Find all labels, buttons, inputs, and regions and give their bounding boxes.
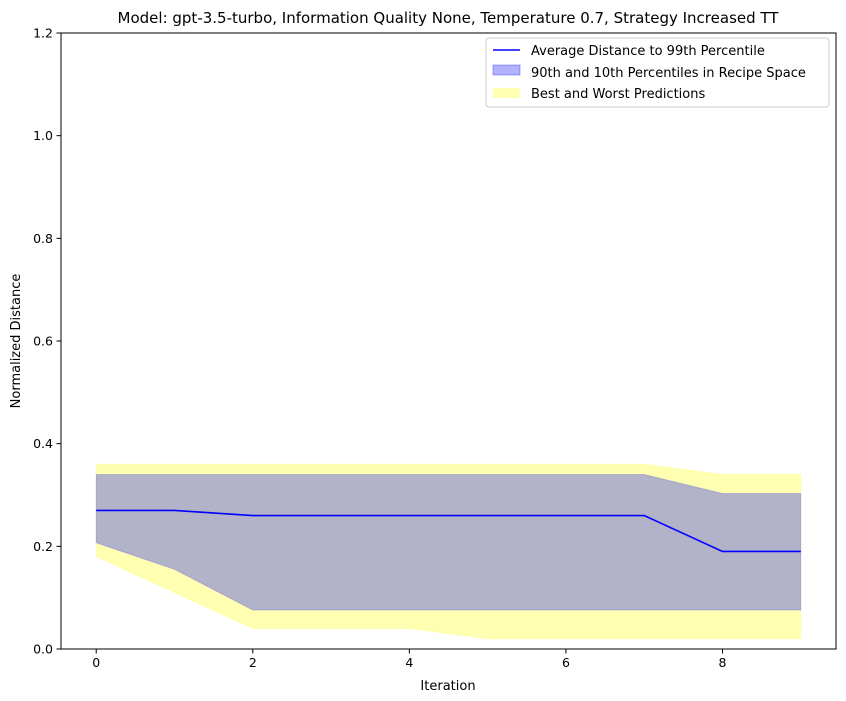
x-tick-label: 8 [719,655,727,670]
y-axis: 0.0 0.2 0.4 0.6 0.8 1.0 1.2 [33,26,61,657]
legend-swatch-band-predictions [493,88,520,98]
y-tick-label: 0.8 [33,231,53,246]
band-2 [95,463,802,640]
legend-label-average: Average Distance to 99th Percentile [531,44,765,59]
x-tick-label: 0 [92,655,100,670]
y-axis-title: Normalized Distance [9,274,24,409]
lines-layer [96,509,801,553]
chart-title: Model: gpt-3.5-turbo, Information Qualit… [118,9,780,27]
x-tick-label: 6 [562,655,570,670]
legend-label-predictions: Best and Worst Predictions [531,87,705,102]
x-axis-title: Iteration [420,679,475,694]
band-1 [95,473,802,611]
y-tick-label: 1.2 [33,26,53,41]
x-tick-label: 4 [405,655,413,670]
x-axis: 0 2 4 6 8 [92,649,727,670]
series-line-average [96,509,801,553]
y-tick-label: 1.0 [33,128,53,143]
legend-label-percentiles: 90th and 10th Percentiles in Recipe Spac… [531,66,806,81]
legend: Average Distance to 99th Percentile 90th… [485,37,830,108]
legend-swatch-band-percentiles [492,64,521,76]
y-tick-label: 0.6 [33,334,53,349]
x-tick-label: 2 [249,655,257,670]
y-tick-label: 0.0 [33,642,53,657]
legend-frame [485,37,830,108]
bands-layer [95,463,802,640]
y-tick-label: 0.2 [33,539,53,554]
y-tick-label: 0.4 [33,436,53,451]
plot-area [60,32,837,650]
